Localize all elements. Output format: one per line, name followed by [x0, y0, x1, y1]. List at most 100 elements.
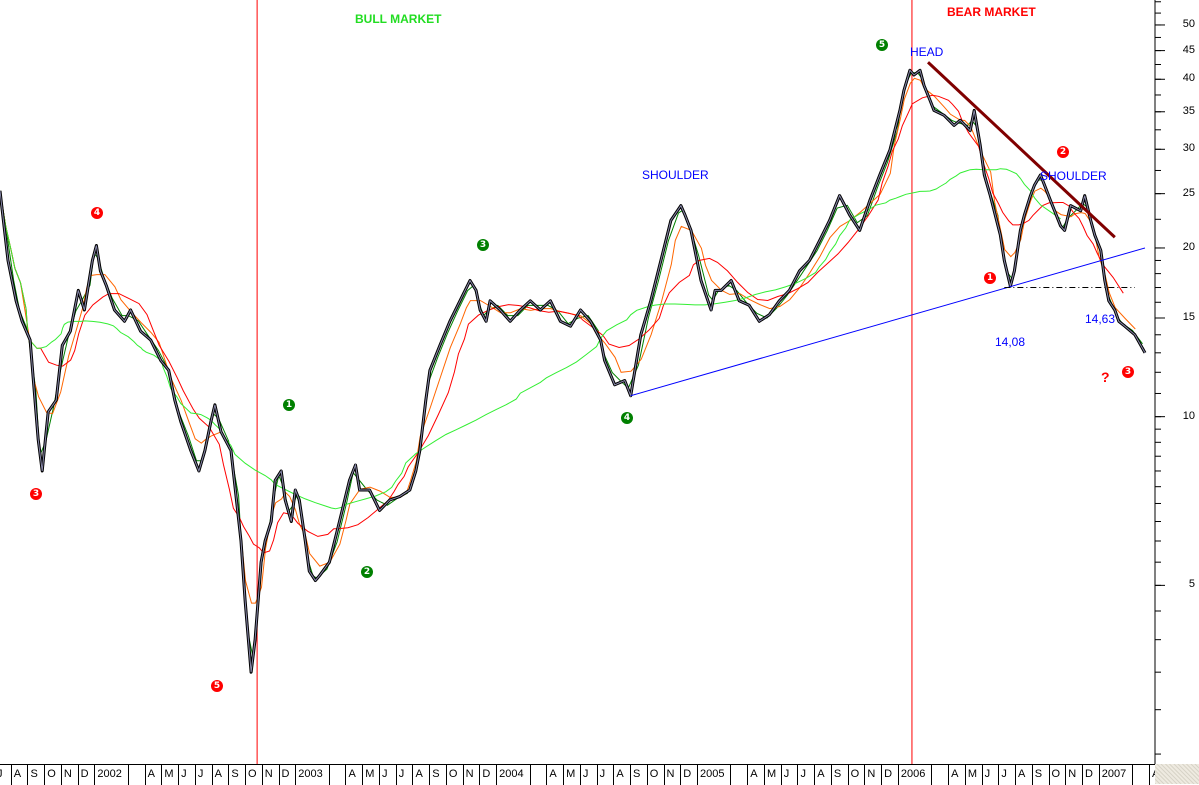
x-tick-label: A	[211, 765, 229, 785]
axis-corner	[1155, 764, 1199, 784]
y-tick-label: 35	[1182, 104, 1195, 117]
x-tick-label: D	[278, 765, 296, 785]
downtrend-trendline	[926, 61, 1116, 239]
x-tick-label: M	[362, 765, 379, 785]
y-tick-label: 20	[1182, 240, 1195, 253]
right-shoulder-label: SHOULDER	[1040, 169, 1107, 183]
moving-average-line	[0, 77, 1136, 604]
y-tick-label: 50	[1182, 17, 1195, 30]
x-tick-label: J	[395, 765, 413, 785]
x-tick-label: J	[0, 765, 11, 785]
moving-average-line	[0, 72, 1143, 657]
x-tick-label: N	[261, 765, 279, 785]
wave-marker-red-3b: 3	[1122, 366, 1134, 378]
x-tick-label	[730, 765, 747, 785]
x-tick-label: A	[10, 765, 28, 785]
x-tick-label	[513, 765, 530, 785]
x-tick-label: O	[445, 765, 463, 785]
x-tick-label: 2003	[295, 765, 323, 785]
x-tick-label: O	[44, 765, 61, 785]
x-tick-label: O	[1048, 765, 1066, 785]
x-tick-label: J	[596, 765, 614, 785]
x-tick-label: A	[144, 765, 162, 785]
wave-marker-red-3: 3	[30, 488, 42, 500]
wave-marker-red-1: 1	[984, 272, 996, 284]
x-tick-label: S	[228, 765, 245, 785]
moving-average-line	[0, 168, 1061, 510]
y-tick-label: 15	[1182, 310, 1195, 323]
x-tick-label: 2002	[94, 765, 122, 785]
x-tick-label: J	[780, 765, 798, 785]
x-tick-label	[915, 765, 932, 785]
x-tick-label: D	[77, 765, 95, 785]
x-tick-label: 2005	[697, 765, 725, 785]
level-14-63-label: 14,63	[1085, 312, 1116, 326]
x-tick-label: A	[345, 765, 362, 785]
level-14-08-label: 14,08	[995, 335, 1026, 349]
x-tick-label: M	[161, 765, 178, 785]
price-line	[0, 68, 1147, 674]
y-tick-label: 45	[1182, 43, 1195, 56]
left-shoulder-label: SHOULDER	[642, 168, 709, 182]
x-tick-label: N	[864, 765, 881, 785]
x-tick-label: A	[412, 765, 429, 785]
wave-marker-green-2: 2	[361, 566, 373, 578]
x-tick-label: S	[429, 765, 446, 785]
x-tick-label: J	[998, 765, 1015, 785]
x-tick-label: S	[630, 765, 647, 785]
moving-average-line	[0, 94, 1124, 554]
wave-marker-green-5: 5	[876, 39, 888, 51]
y-tick-label: 25	[1182, 186, 1195, 199]
x-tick-label	[328, 765, 346, 785]
x-tick-label: N	[60, 765, 78, 785]
x-tick-label: O	[646, 765, 664, 785]
wave-marker-red-2: 2	[1057, 146, 1069, 158]
x-tick-label	[312, 765, 329, 785]
y-tick-label: 5	[1188, 578, 1195, 591]
x-tick-label: N	[462, 765, 480, 785]
x-tick-label: N	[1065, 765, 1082, 785]
x-tick-label: O	[245, 765, 262, 785]
x-tick-label	[111, 765, 128, 785]
x-tick-label: J	[797, 765, 814, 785]
x-tick-label: J	[378, 765, 396, 785]
x-tick-label: M	[763, 765, 781, 785]
x-tick-label: M	[964, 765, 982, 785]
y-tick-label: 40	[1182, 72, 1195, 85]
x-tick-label: A	[546, 765, 563, 785]
neckline-trendline	[630, 247, 1146, 397]
question-mark-label: ?	[1101, 369, 1110, 385]
x-tick-label: S	[1031, 765, 1049, 785]
x-tick-label: A	[613, 765, 630, 785]
x-tick-label	[931, 765, 948, 785]
x-tick-label: A	[814, 765, 831, 785]
x-tick-label: 2006	[897, 765, 925, 785]
x-tick-label: D	[881, 765, 898, 785]
x-tick-label: D	[479, 765, 496, 785]
bull-market-label: BULL MARKET	[355, 12, 442, 26]
wave-marker-red-5: 5	[211, 680, 223, 692]
x-tick-label	[714, 765, 731, 785]
price-line-highlight	[0, 69, 1146, 673]
x-tick-label: S	[830, 765, 848, 785]
wave-marker-green-1: 1	[283, 399, 295, 411]
x-tick-label: S	[27, 765, 44, 785]
bear-market-label: BEAR MARKET	[947, 5, 1036, 19]
x-tick-label: 2007	[1098, 765, 1126, 785]
y-tick-label: 30	[1182, 142, 1195, 155]
x-tick-label	[529, 765, 547, 785]
head-label: HEAD	[910, 45, 944, 59]
x-tick-label: O	[847, 765, 865, 785]
x-tick-label: 2004	[496, 765, 524, 785]
wave-marker-green-3: 3	[477, 239, 489, 251]
x-tick-label: A	[1015, 765, 1032, 785]
x-tick-label: J	[579, 765, 597, 785]
x-tick-label: J	[194, 765, 212, 785]
wave-marker-green-4: 4	[621, 412, 633, 424]
x-axis: JASOND2002AMJJASOND2003AMJJASOND2004AMJJ…	[0, 764, 1159, 785]
x-tick-label	[1115, 765, 1132, 785]
wave-marker-red-4: 4	[91, 207, 103, 219]
x-tick-label: D	[1082, 765, 1099, 785]
x-tick-label: J	[178, 765, 195, 785]
